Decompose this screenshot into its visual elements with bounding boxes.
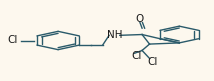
Text: Cl: Cl [132,51,142,61]
Text: Cl: Cl [147,57,158,67]
Text: Cl: Cl [7,35,18,46]
Text: O: O [136,14,144,24]
Text: NH: NH [107,30,122,40]
